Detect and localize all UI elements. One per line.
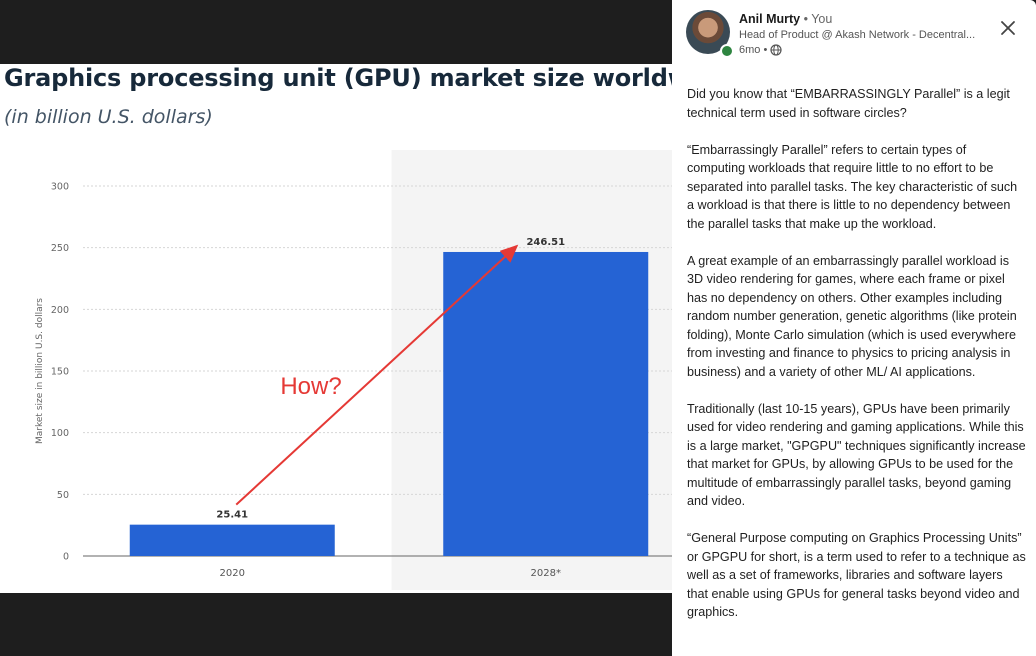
x-tick-label: 2028* xyxy=(531,568,561,579)
bar xyxy=(443,251,649,556)
y-tick-label: 300 xyxy=(51,182,69,193)
post-timestamp: 6mo • xyxy=(739,44,782,56)
annotation-text: How? xyxy=(280,373,341,400)
globe-icon xyxy=(770,44,782,56)
annotation-arrow xyxy=(235,244,519,506)
post-image: Graphics processing unit (GPU) market si… xyxy=(0,64,672,593)
post-paragraph: Traditionally (last 10-15 years), GPUs h… xyxy=(687,401,1026,509)
you-label: You xyxy=(811,12,833,26)
y-tick-label: 150 xyxy=(51,367,69,378)
author-name[interactable]: Anil Murty xyxy=(739,12,801,26)
y-tick-label: 0 xyxy=(63,552,69,563)
post-paragraph: Did you know that “EMBARRASSINGLY Parall… xyxy=(687,87,1010,120)
y-axis-title: Market size in billion U.S. dollars xyxy=(35,298,45,444)
post-text: Did you know that “EMBARRASSINGLY Parall… xyxy=(687,85,1027,640)
bar-chart: 0 50 100 150 200 250 300 Market size in billion… xyxy=(35,150,672,590)
data-label: 25.41 xyxy=(216,510,248,521)
bar xyxy=(129,524,335,556)
close-button[interactable] xyxy=(994,14,1022,42)
y-tick-label: 200 xyxy=(51,305,69,316)
online-status-dot xyxy=(720,44,734,58)
data-label: 246.51 xyxy=(526,237,565,248)
y-tick-label: 250 xyxy=(51,243,69,254)
chart-subheading: (in billion U.S. dollars) xyxy=(4,106,213,128)
chart-heading: Graphics processing unit (GPU) market si… xyxy=(4,64,672,92)
x-tick-label: 2020 xyxy=(220,568,245,579)
y-tick-label: 100 xyxy=(51,428,69,439)
post-paragraph: “General Purpose computing on Graphics P… xyxy=(687,531,1026,619)
post-paragraph: “Embarrassingly Parallel” refers to cert… xyxy=(687,142,1018,231)
y-tick-label: 50 xyxy=(57,490,69,501)
post-paragraph: A great example of an embarrassingly par… xyxy=(687,253,1017,379)
author-separator: • xyxy=(803,12,808,26)
chart-card: 0 50 100 150 200 250 300 Market size in billion… xyxy=(3,150,672,590)
post-panel: Anil Murty • You Head of Product @ Akash… xyxy=(672,0,1036,656)
post-age: 6mo • xyxy=(739,44,768,56)
author-headline: Head of Product @ Akash Network - Decent… xyxy=(739,29,976,41)
author-line: Anil Murty • You xyxy=(739,12,832,26)
image-viewer: Graphics processing unit (GPU) market si… xyxy=(0,64,672,593)
close-icon xyxy=(1001,21,1015,35)
